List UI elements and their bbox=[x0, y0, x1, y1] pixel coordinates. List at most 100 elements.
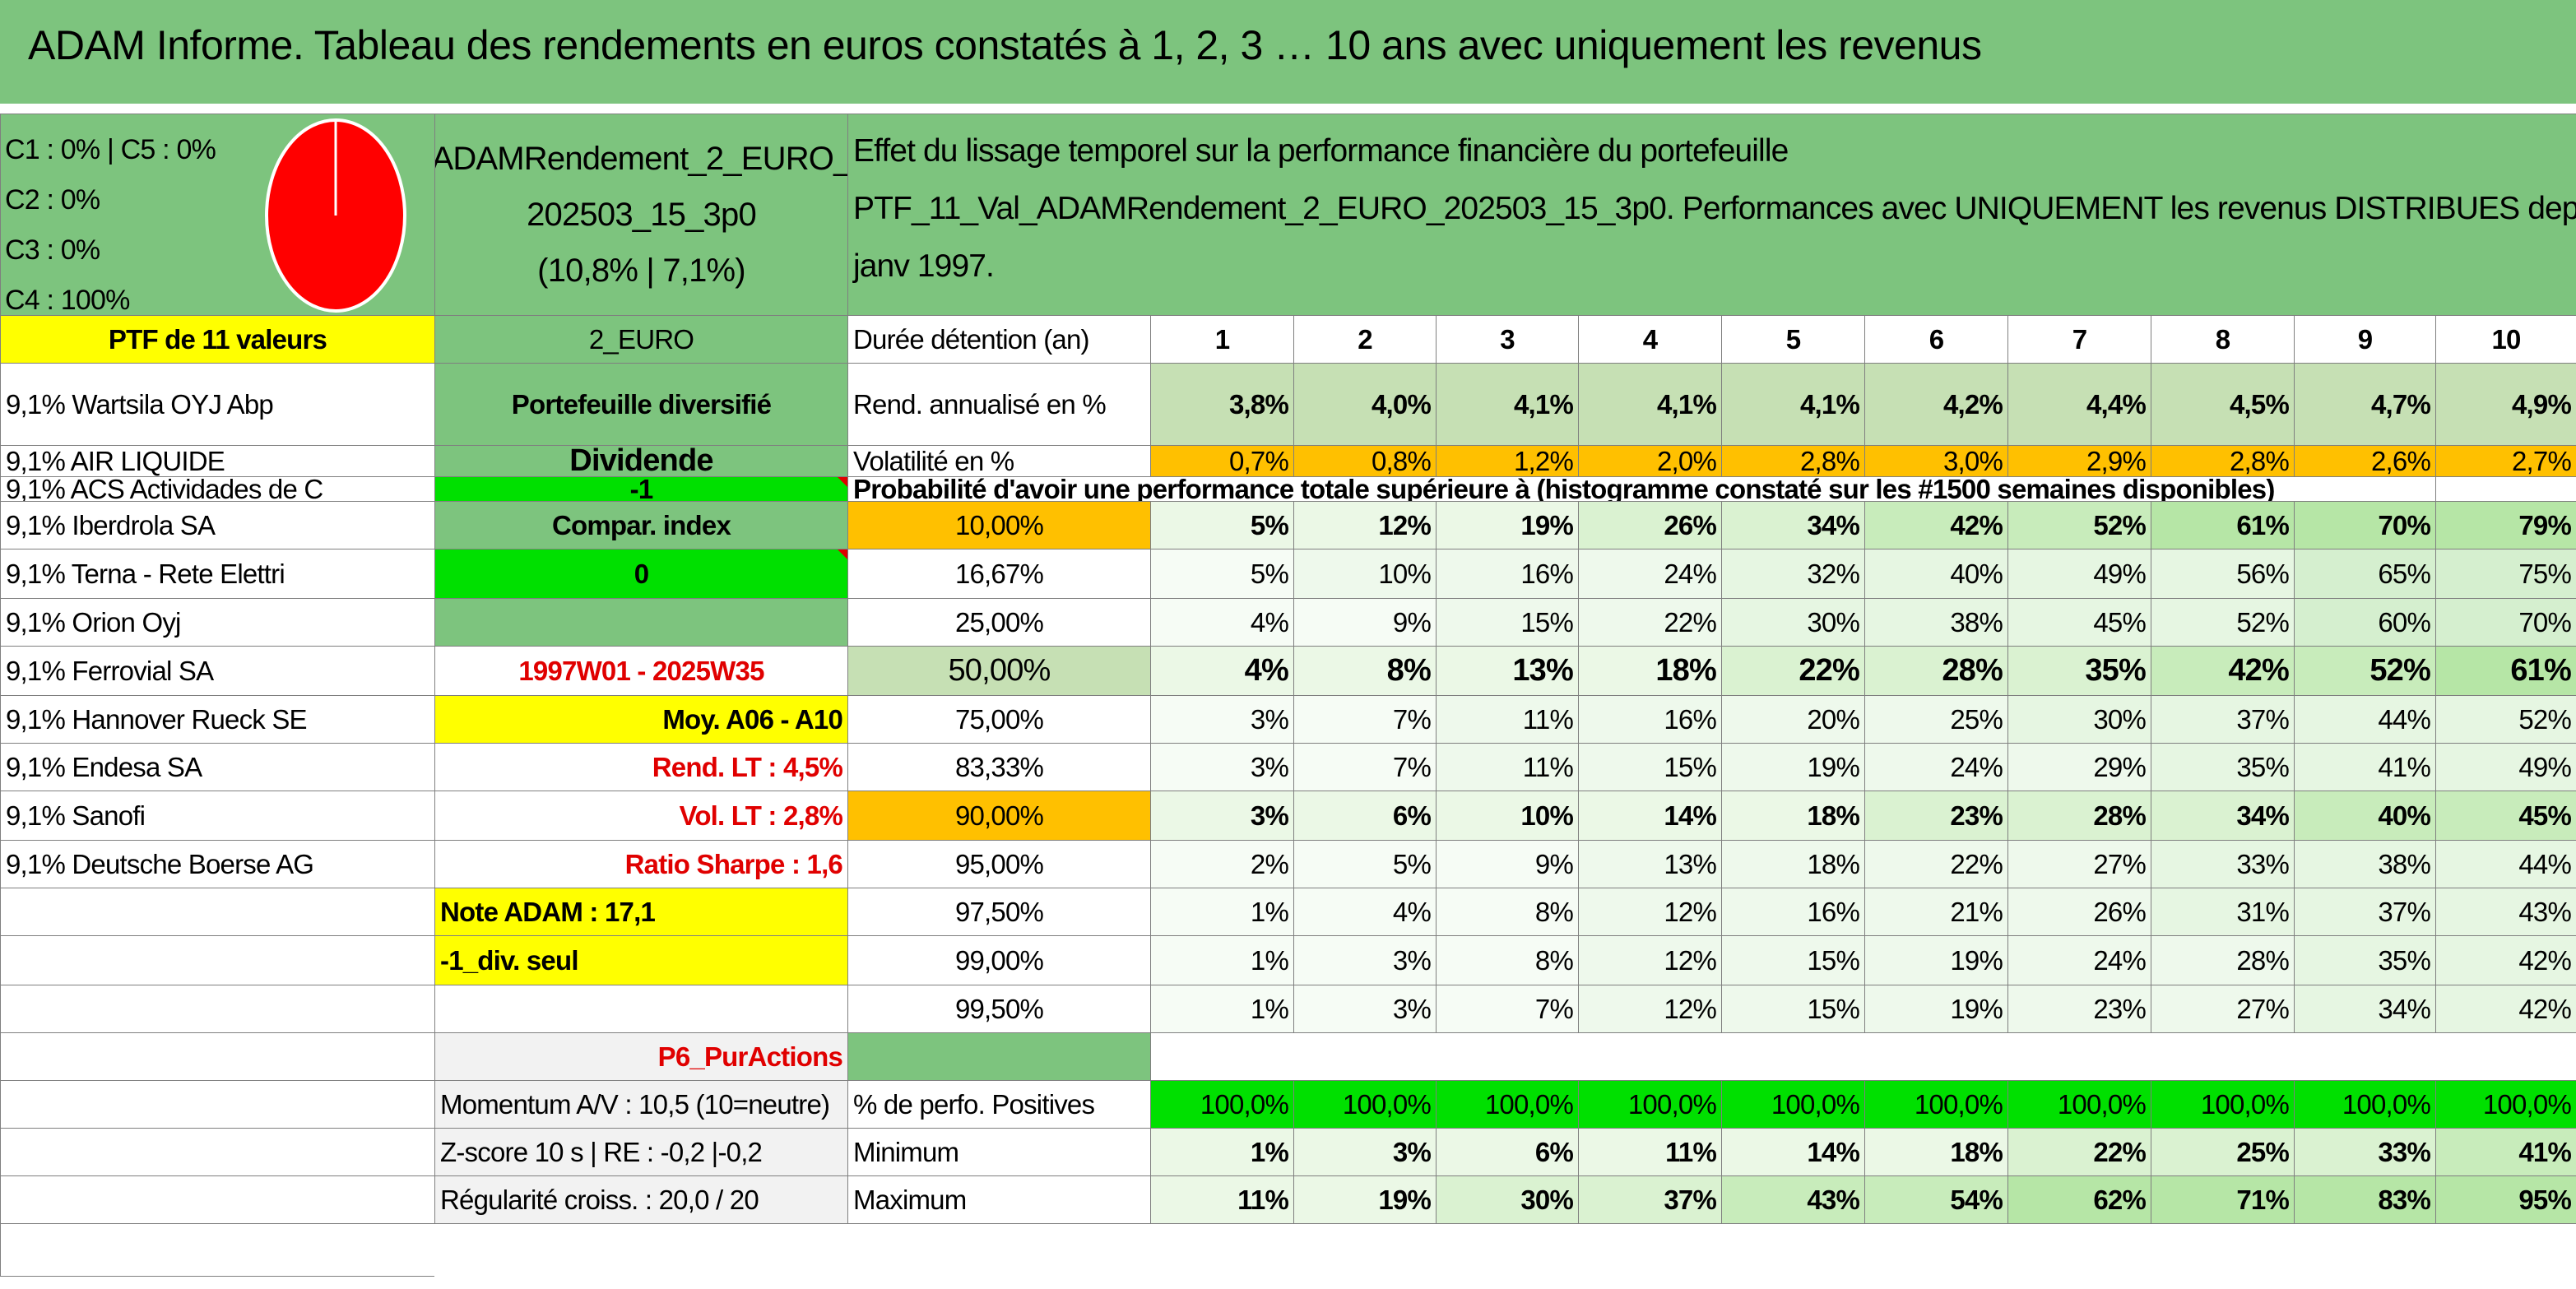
probability-value: 52% bbox=[2007, 502, 2151, 549]
threshold-label: 75,00% bbox=[847, 696, 1150, 744]
positive-perf-value: 100,0% bbox=[2294, 1081, 2435, 1129]
annualized-return-value: 4,1% bbox=[1578, 364, 1721, 446]
volatility-value-text: 2,7% bbox=[2511, 446, 2572, 476]
category-label-text: P6_PurActions bbox=[657, 1041, 843, 1072]
sharpe-ratio: Ratio Sharpe : 1,6 bbox=[434, 841, 847, 888]
probability-value: 20% bbox=[1721, 696, 1864, 744]
positive-perf-value-text: 100,0% bbox=[2057, 1088, 2147, 1120]
probability-value-text: 15% bbox=[1807, 993, 1859, 1024]
positive-perf-value: 100,0% bbox=[1436, 1081, 1578, 1129]
probability-value: 15% bbox=[1721, 936, 1864, 985]
probability-value-text: 44% bbox=[2378, 703, 2430, 735]
probability-value: 30% bbox=[2007, 696, 2151, 744]
volatility-label: Volatilité en % bbox=[847, 446, 1150, 477]
threshold-label-text: 50,00% bbox=[948, 653, 1051, 688]
volatility-value-text: 2,0% bbox=[1656, 446, 1717, 476]
probability-value: 15% bbox=[1436, 599, 1578, 647]
year-header: 5 bbox=[1721, 316, 1864, 364]
threshold-label-text: 95,00% bbox=[954, 848, 1044, 879]
probability-value-text: 38% bbox=[1950, 606, 2003, 638]
probability-value: 24% bbox=[1864, 744, 2007, 791]
probability-value: 9% bbox=[1436, 841, 1578, 888]
empty-cell bbox=[0, 888, 434, 936]
holding-row-text: 9,1% Wartsila OYJ Abp bbox=[6, 388, 274, 420]
annualized-return-value-text: 4,1% bbox=[1799, 388, 1860, 420]
probability-value: 19% bbox=[1721, 744, 1864, 791]
description-line3: janv 1997. bbox=[853, 248, 995, 284]
holding-row-text: 9,1% AIR LIQUIDE bbox=[6, 446, 225, 476]
probability-value: 60% bbox=[2294, 599, 2435, 647]
compar-index-value[interactable]: 0 bbox=[434, 549, 847, 599]
holding-row: 9,1% Terna - Rete Elettri bbox=[0, 549, 434, 599]
probability-value-text: 19% bbox=[1807, 751, 1859, 782]
year-header-text: 9 bbox=[2357, 323, 2373, 355]
minimum-value-text: 33% bbox=[2378, 1136, 2430, 1167]
probability-value: 42% bbox=[2435, 985, 2576, 1033]
empty-cell bbox=[434, 985, 847, 1033]
probability-value: 11% bbox=[1436, 744, 1578, 791]
probability-value-text: 34% bbox=[2236, 800, 2289, 831]
probability-value-text: 30% bbox=[1807, 606, 1859, 638]
threshold-label-text: 90,00% bbox=[954, 800, 1044, 831]
year-header-text: 7 bbox=[2072, 323, 2087, 355]
probability-value-text: 49% bbox=[2518, 751, 2571, 782]
long-term-return: Rend. LT : 4,5% bbox=[434, 744, 847, 791]
probability-value: 45% bbox=[2007, 599, 2151, 647]
year-header-text: 1 bbox=[1214, 323, 1230, 355]
probability-value-text: 52% bbox=[2093, 509, 2146, 540]
volatility-value: 2,6% bbox=[2294, 446, 2435, 477]
compar-index-label: Compar. index bbox=[434, 502, 847, 549]
minimum-value-text: 1% bbox=[1250, 1136, 1289, 1167]
holding-row-text: 9,1% Ferrovial SA bbox=[6, 655, 214, 686]
dividend-value[interactable]: -1 bbox=[434, 477, 847, 502]
positive-perf-label: % de perfo. Positives bbox=[847, 1081, 1150, 1129]
probability-value: 42% bbox=[2435, 936, 2576, 985]
year-header-text: 2 bbox=[1358, 323, 1372, 355]
probability-value: 4% bbox=[1150, 647, 1293, 696]
probability-value: 34% bbox=[1721, 502, 1864, 549]
empty-green-cell bbox=[434, 599, 847, 647]
volatility-value: 2,8% bbox=[1721, 446, 1864, 477]
threshold-label: 16,67% bbox=[847, 549, 1150, 599]
probability-value-text: 24% bbox=[1664, 558, 1716, 589]
probability-value: 10% bbox=[1436, 791, 1578, 841]
threshold-label: 95,00% bbox=[847, 841, 1150, 888]
comment-indicator-icon[interactable] bbox=[838, 549, 847, 559]
dividend-only-label: -1_div. seul bbox=[434, 936, 847, 985]
minimum-value: 25% bbox=[2151, 1129, 2294, 1176]
probability-value-text: 28% bbox=[1942, 653, 2003, 688]
probability-value-text: 30% bbox=[2093, 703, 2146, 735]
allocation-line4: C4 : 100% bbox=[5, 285, 130, 316]
threshold-label: 50,00% bbox=[847, 647, 1150, 696]
annualized-return-value: 4,7% bbox=[2294, 364, 2435, 446]
allocation-pie-chart bbox=[265, 118, 406, 313]
probability-value: 44% bbox=[2435, 841, 2576, 888]
holding-row: 9,1% Hannover Rueck SE bbox=[0, 696, 434, 744]
maximum-value: 37% bbox=[1578, 1176, 1721, 1224]
minimum-value: 1% bbox=[1150, 1129, 1293, 1176]
average-label-text: Moy. A06 - A10 bbox=[662, 703, 842, 735]
probability-value-text: 16% bbox=[1807, 896, 1859, 927]
probability-value: 35% bbox=[2294, 936, 2435, 985]
average-label: Moy. A06 - A10 bbox=[434, 696, 847, 744]
probability-value-text: 32% bbox=[1807, 558, 1859, 589]
volatility-value-text: 1,2% bbox=[1513, 446, 1574, 476]
probability-value-text: 45% bbox=[2093, 606, 2146, 638]
probability-value-text: 1% bbox=[1250, 944, 1289, 976]
probability-value: 61% bbox=[2435, 647, 2576, 696]
empty-cell bbox=[0, 1129, 434, 1176]
positive-perf-value: 100,0% bbox=[2007, 1081, 2151, 1129]
positive-perf-value-text: 100,0% bbox=[1200, 1088, 1289, 1120]
duration-label: Durée détention (an) bbox=[847, 316, 1150, 364]
comment-indicator-icon[interactable] bbox=[838, 477, 847, 487]
probability-value-text: 52% bbox=[2236, 606, 2289, 638]
probability-value-text: 22% bbox=[1950, 848, 2003, 879]
probability-value: 65% bbox=[2294, 549, 2435, 599]
volatility-value-text: 2,8% bbox=[2229, 446, 2290, 476]
probability-value-text: 13% bbox=[1512, 653, 1573, 688]
probability-value-text: 34% bbox=[1807, 509, 1859, 540]
probability-value: 5% bbox=[1150, 549, 1293, 599]
probability-value-text: 5% bbox=[1392, 848, 1432, 879]
minimum-value: 11% bbox=[1578, 1129, 1721, 1176]
annualized-return-value: 4,9% bbox=[2435, 364, 2576, 446]
